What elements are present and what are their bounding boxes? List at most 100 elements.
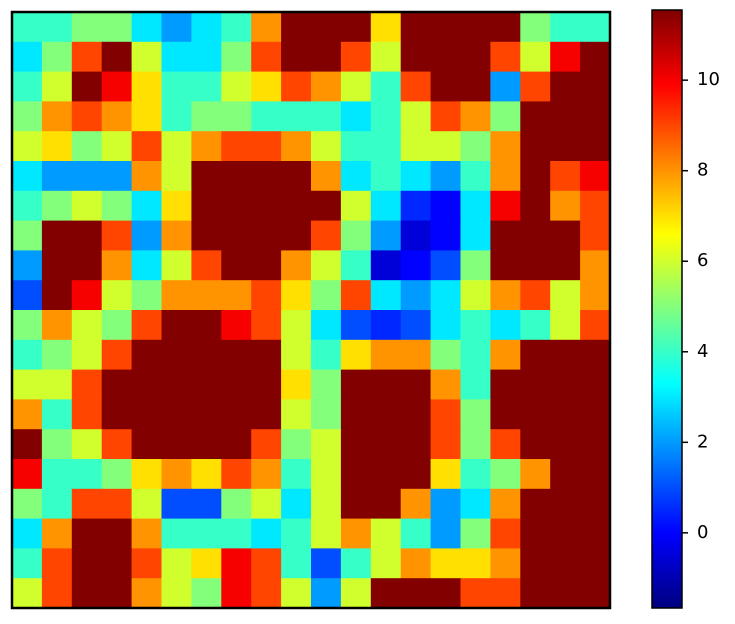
heatmap-cell	[400, 220, 432, 251]
heatmap-cell	[101, 101, 133, 132]
heatmap-cell	[370, 310, 402, 341]
heatmap-cell	[71, 12, 103, 43]
heatmap-cell	[281, 131, 312, 162]
heatmap-cell	[251, 339, 282, 371]
heatmap-cell	[221, 518, 252, 549]
heatmap-cell	[12, 41, 43, 73]
heatmap-cell	[520, 12, 551, 43]
heatmap-cell	[370, 399, 402, 430]
heatmap-cell	[41, 12, 73, 43]
heatmap-cell	[12, 71, 43, 102]
heatmap-cell	[400, 41, 432, 73]
heatmap-cell	[520, 161, 551, 192]
heatmap-cell	[221, 548, 252, 579]
heatmap-cell	[490, 429, 521, 460]
heatmap-cell	[311, 369, 342, 400]
heatmap-cell	[430, 250, 461, 281]
heatmap-cell	[281, 578, 312, 609]
heatmap-cell	[41, 459, 73, 490]
heatmap-cell	[580, 131, 611, 162]
heatmap-cell	[400, 12, 432, 43]
heatmap-cell	[101, 459, 133, 490]
heatmap-cell	[191, 220, 222, 251]
heatmap-cell	[340, 280, 372, 311]
heatmap-cell	[460, 161, 491, 192]
heatmap-cell	[340, 459, 372, 490]
heatmap-cell	[311, 518, 342, 549]
heatmap-cell	[281, 41, 312, 73]
heatmap-cell	[131, 310, 162, 341]
heatmap-cell	[251, 429, 282, 460]
heatmap-cell	[101, 190, 133, 222]
heatmap-cell	[340, 339, 372, 371]
heatmap-cell	[550, 71, 581, 102]
heatmap-cell	[370, 12, 402, 43]
heatmap-cell	[131, 71, 162, 102]
heatmap-cell	[251, 190, 282, 222]
heatmap-cell	[430, 41, 461, 73]
heatmap-cell	[311, 220, 342, 251]
heatmap-cell	[460, 220, 491, 251]
heatmap-cell	[251, 518, 282, 549]
colorbar-tick-label: 2	[697, 431, 708, 452]
heatmap-cell	[340, 369, 372, 400]
heatmap-cell	[221, 250, 252, 281]
heatmap-cell	[520, 71, 551, 102]
heatmap-cell	[550, 339, 581, 371]
heatmap-cell	[490, 369, 521, 400]
heatmap-cell	[281, 339, 312, 371]
heatmap-cell	[490, 161, 521, 192]
heatmap-cell	[161, 71, 192, 102]
heatmap-cell	[370, 41, 402, 73]
heatmap-cell	[490, 190, 521, 222]
heatmap-cell	[251, 310, 282, 341]
heatmap-cell	[580, 161, 611, 192]
heatmap-cell	[71, 220, 103, 251]
heatmap-cell	[400, 101, 432, 132]
heatmap-cell	[281, 548, 312, 579]
heatmap-cell	[430, 101, 461, 132]
heatmap-cell	[580, 220, 611, 251]
heatmap-cell	[400, 369, 432, 400]
heatmap-cell	[520, 190, 551, 222]
heatmap-cell	[370, 429, 402, 460]
heatmap-cell	[221, 310, 252, 341]
heatmap-cell	[430, 399, 461, 430]
heatmap-cell	[12, 190, 43, 222]
heatmap-cell	[71, 578, 103, 609]
heatmap-cell	[580, 310, 611, 341]
heatmap-cell	[520, 220, 551, 251]
heatmap-cell	[101, 429, 133, 460]
heatmap-cell	[370, 280, 402, 311]
heatmap-cell	[251, 101, 282, 132]
heatmap-cell	[191, 339, 222, 371]
heatmap-cell	[191, 578, 222, 609]
heatmap-cell	[101, 131, 133, 162]
heatmap-cell	[580, 488, 611, 520]
heatmap-cell	[191, 369, 222, 400]
heatmap-cell	[520, 310, 551, 341]
heatmap-cell	[41, 578, 73, 609]
heatmap-cell	[340, 161, 372, 192]
heatmap-cell	[340, 399, 372, 430]
heatmap-cell	[131, 459, 162, 490]
heatmap-cell	[101, 280, 133, 311]
plot-frame	[10, 10, 612, 610]
heatmap-cell	[550, 488, 581, 520]
heatmap-cell	[400, 250, 432, 281]
heatmap-cell	[191, 459, 222, 490]
heatmap-cell	[12, 12, 43, 43]
heatmap-cell	[430, 518, 461, 549]
heatmap-cell	[340, 429, 372, 460]
heatmap-cell	[430, 429, 461, 460]
heatmap-cell	[71, 369, 103, 400]
heatmap-cell	[460, 429, 491, 460]
heatmap-cell	[281, 190, 312, 222]
heatmap-cell	[221, 429, 252, 460]
heatmap-cell	[131, 429, 162, 460]
heatmap-cell	[161, 161, 192, 192]
heatmap-cell	[221, 12, 252, 43]
heatmap-cell	[251, 280, 282, 311]
heatmap-cell	[12, 518, 43, 549]
heatmap-cell	[430, 310, 461, 341]
